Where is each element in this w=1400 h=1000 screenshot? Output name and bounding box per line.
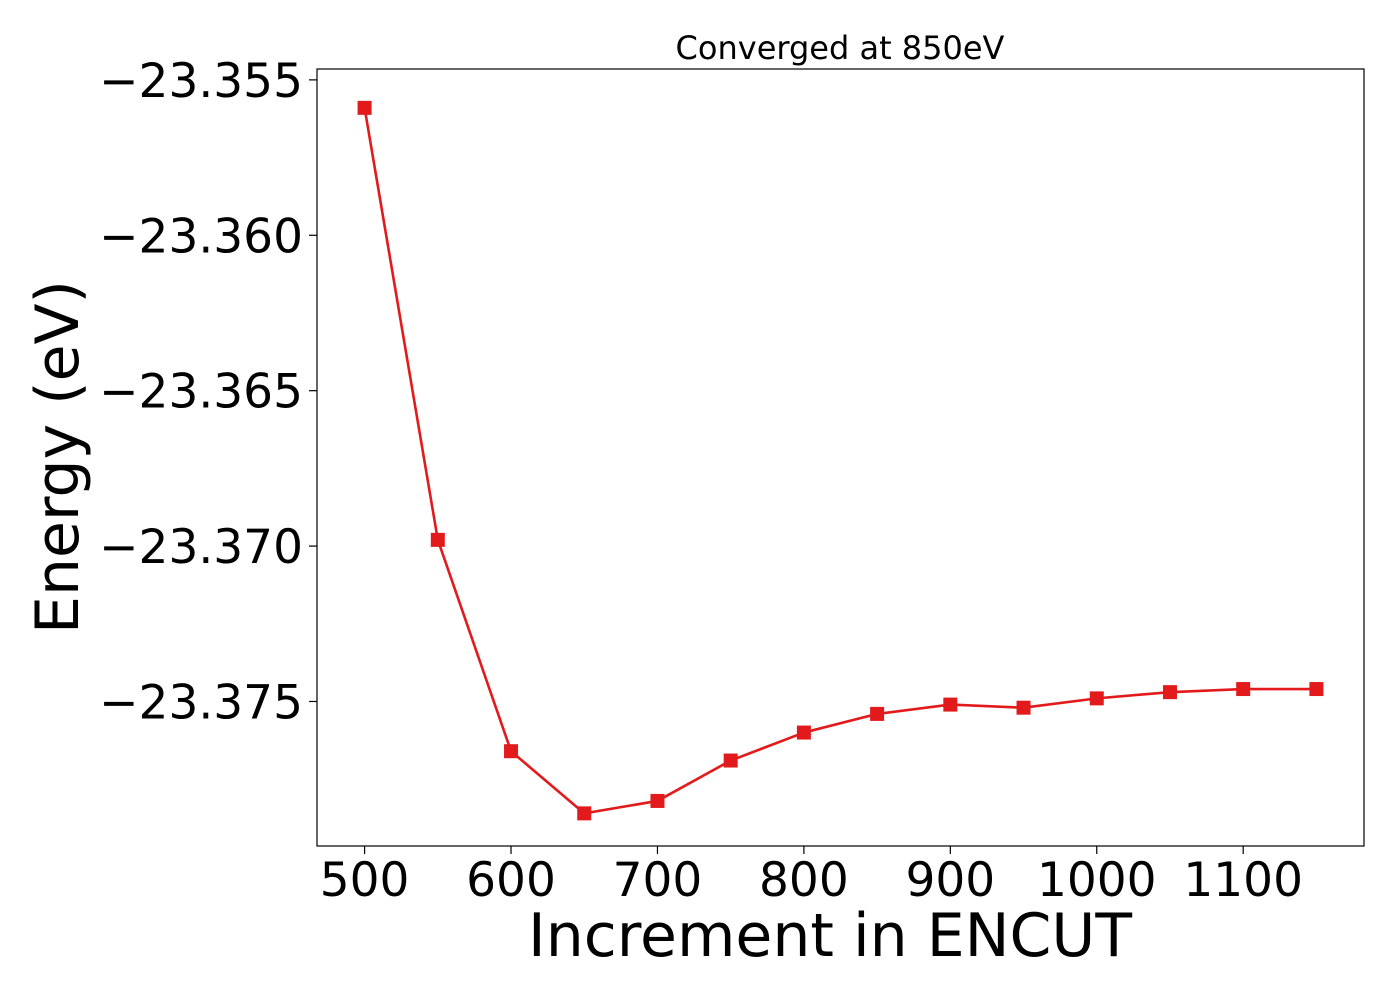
x-tick-label: 900 bbox=[905, 853, 995, 908]
x-tick-label: 1100 bbox=[1183, 853, 1303, 908]
energy-series-markers bbox=[357, 100, 1324, 821]
energy-series-line bbox=[363, 107, 1317, 815]
x-tick-label: 800 bbox=[759, 853, 849, 908]
y-tick-label: −23.360 bbox=[99, 209, 303, 264]
data-point-marker bbox=[577, 806, 592, 821]
data-point-marker bbox=[650, 793, 665, 808]
plot-area-frame bbox=[316, 68, 1365, 847]
data-point-marker bbox=[1162, 685, 1177, 700]
chart-title: Converged at 850eV bbox=[676, 29, 1005, 67]
y-axis-label: Energy (eV) bbox=[23, 280, 93, 634]
data-point-marker bbox=[1236, 682, 1251, 697]
x-tick-label: 1000 bbox=[1037, 853, 1157, 908]
x-tick-label: 500 bbox=[320, 853, 410, 908]
x-axis-ticks: 500 600 700 800 900 1000 1100 bbox=[320, 846, 1303, 908]
data-point-marker bbox=[870, 706, 885, 721]
y-tick-label: −23.355 bbox=[99, 54, 303, 109]
y-tick-label: −23.370 bbox=[99, 520, 303, 575]
data-point-marker bbox=[357, 100, 372, 115]
y-tick-label: −23.375 bbox=[99, 675, 303, 730]
data-point-marker bbox=[1309, 682, 1324, 697]
data-point-marker bbox=[796, 725, 811, 740]
y-tick-label: −23.365 bbox=[99, 365, 303, 420]
data-point-marker bbox=[943, 697, 958, 712]
x-axis-label: Increment in ENCUT bbox=[528, 901, 1132, 971]
x-tick-label: 700 bbox=[613, 853, 703, 908]
data-point-marker bbox=[723, 753, 738, 768]
data-point-marker bbox=[504, 744, 519, 759]
y-axis-ticks: −23.355 −23.360 −23.365 −23.370 −23.375 bbox=[99, 54, 317, 730]
data-point-marker bbox=[1016, 700, 1031, 715]
data-point-marker bbox=[1089, 691, 1104, 706]
data-point-marker bbox=[430, 532, 445, 547]
x-tick-label: 600 bbox=[466, 853, 556, 908]
